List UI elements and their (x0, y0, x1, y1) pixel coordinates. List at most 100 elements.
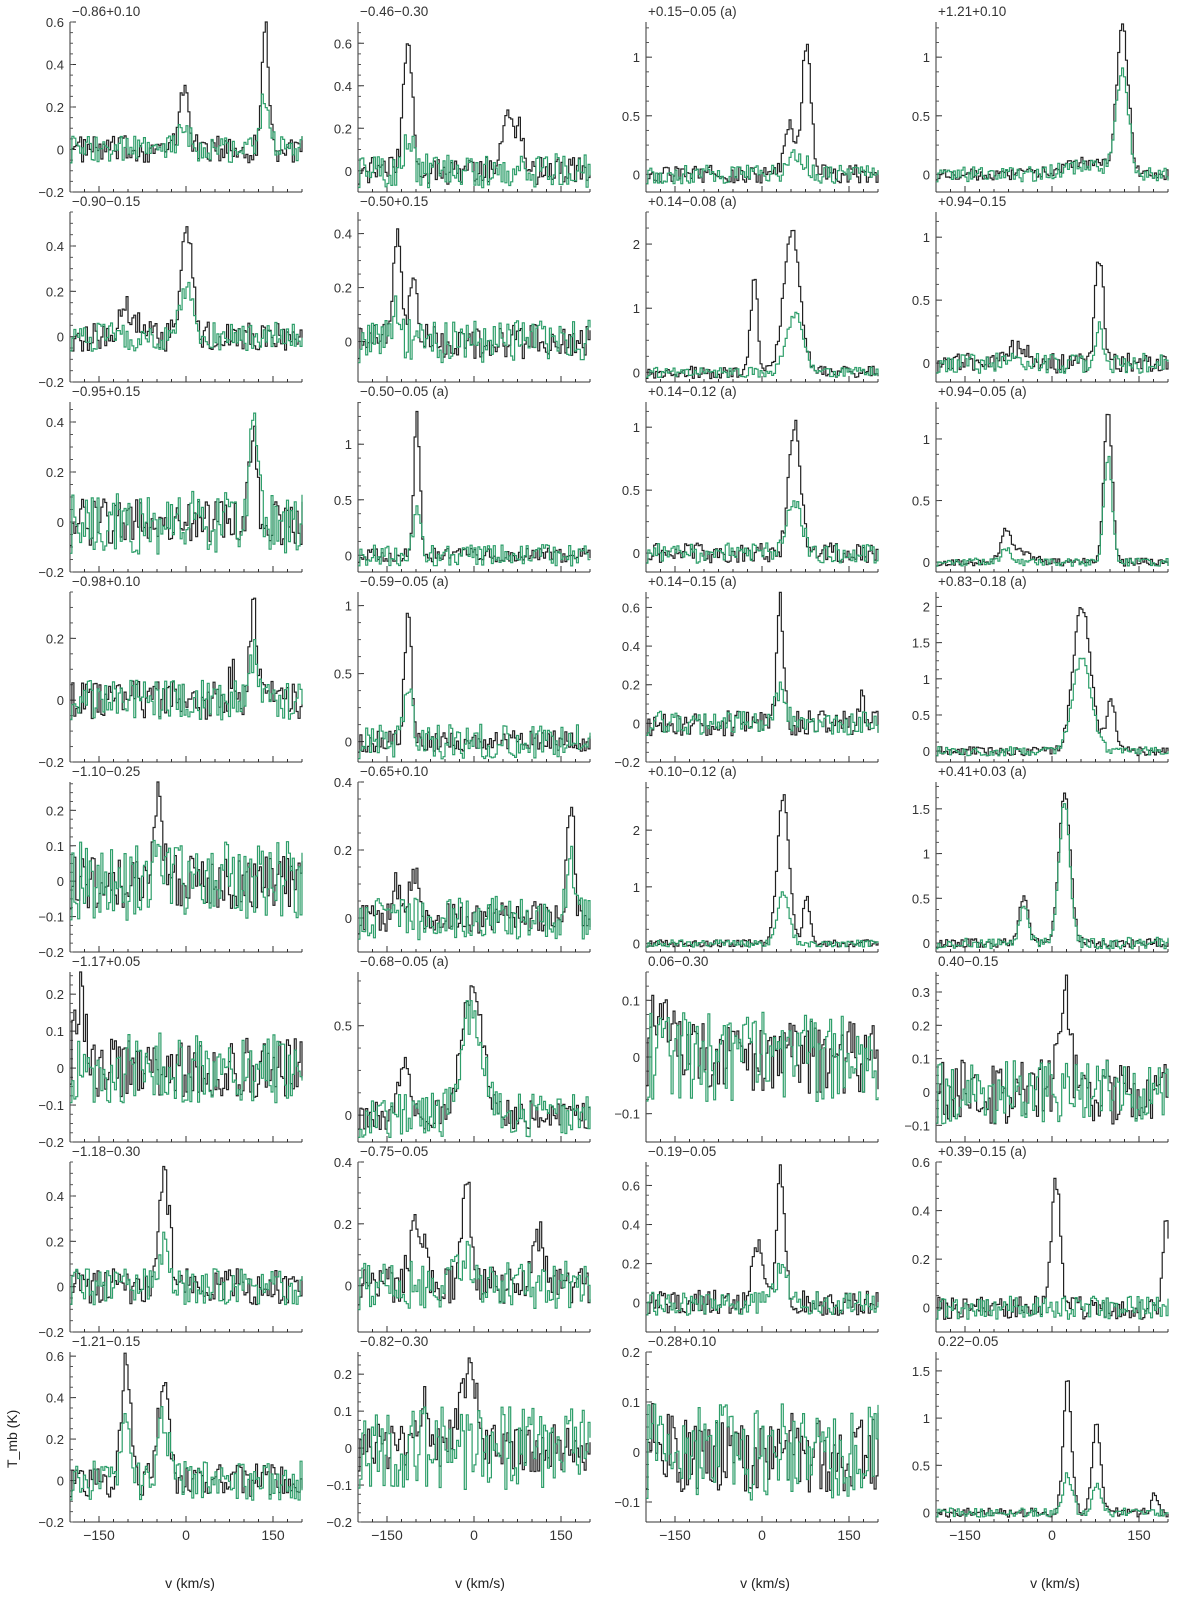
spectrum-panel: −0.2 −0.1 0 0.1 0.2 −150 0 150 −0.82−0.30 (326, 1334, 591, 1543)
black-spectrum-line (936, 607, 1169, 757)
y-tick-label: 0.1 (622, 1395, 640, 1410)
green-spectrum-line (936, 657, 1169, 757)
black-spectrum-line (646, 43, 879, 185)
green-spectrum-line (358, 134, 591, 189)
y-tick-label: 0.4 (334, 775, 352, 790)
y-tick-label: 0.2 (334, 843, 352, 858)
panel-title: −0.28+0.10 (648, 1334, 716, 1349)
y-tick-label: 0.2 (46, 284, 64, 299)
panel-title: +0.14−0.08 (a) (648, 194, 737, 209)
y-tick-label: 0 (57, 1280, 64, 1295)
y-tick-label: −0.2 (38, 1515, 64, 1530)
green-spectrum-line (358, 1000, 591, 1138)
black-spectrum-line (936, 792, 1169, 948)
y-tick-label: 2 (633, 237, 640, 252)
panel-title: −1.18−0.30 (72, 1144, 140, 1159)
spectrum-panel: 0 1 2 +0.10−0.12 (a) (633, 764, 879, 953)
y-tick-label: 0.2 (334, 121, 352, 136)
panel-title: +0.94−0.15 (938, 194, 1006, 209)
y-tick-label: 0 (345, 1279, 352, 1294)
panel-title: +0.14−0.15 (a) (648, 574, 737, 589)
green-spectrum-line (646, 891, 879, 948)
green-spectrum-line (70, 839, 303, 921)
spectrum-panel: 0 0.2 0.4 0.6 −0.46−0.30 (334, 4, 591, 193)
black-spectrum-line (936, 1380, 1169, 1518)
y-tick-label: 1 (923, 672, 930, 687)
y-tick-label: 0 (57, 330, 64, 345)
y-tick-label: 0 (923, 744, 930, 759)
y-tick-label: 1 (633, 301, 640, 316)
green-spectrum-line (70, 93, 303, 164)
y-tick-label: 1 (923, 230, 930, 245)
y-tick-label: 0 (345, 548, 352, 563)
y-tick-label: 0.4 (46, 1189, 64, 1204)
y-tick-label: 0 (345, 1108, 352, 1123)
panel-title: +0.14−0.12 (a) (648, 384, 737, 399)
y-tick-label: 0.5 (912, 891, 930, 906)
y-tick-label: 0.5 (912, 494, 930, 509)
x-axis-label: v (km/s) (455, 1575, 505, 1591)
y-tick-label: 2 (633, 823, 640, 838)
y-tick-label: 0.2 (912, 1252, 930, 1267)
y-tick-label: 0.2 (622, 1345, 640, 1360)
y-tick-label: 0 (923, 167, 930, 182)
y-tick-label: 0.2 (622, 678, 640, 693)
spectrum-panel: −0.2 −0.1 0 0.1 0.2 −1.10−0.25 (38, 764, 303, 960)
black-spectrum-line (936, 413, 1169, 567)
y-tick-label: 0.2 (46, 803, 64, 818)
green-spectrum-line (936, 1060, 1169, 1125)
x-axis-label: v (km/s) (165, 1575, 215, 1591)
y-tick-label: −0.2 (326, 1515, 352, 1530)
y-tick-label: 2 (923, 599, 930, 614)
y-tick-label: 0.4 (622, 639, 640, 654)
spectrum-panel: −0.2 0 0.2 −0.98+0.10 (38, 574, 303, 770)
green-spectrum-line (646, 149, 879, 185)
y-tick-label: 0.4 (334, 1155, 352, 1170)
y-tick-label: 0.2 (46, 987, 64, 1002)
y-tick-label: 0.4 (334, 227, 352, 242)
y-tick-label: 1 (633, 420, 640, 435)
black-spectrum-line (358, 985, 591, 1130)
panel-title: −0.19−0.05 (648, 1144, 716, 1159)
y-tick-label: 1 (345, 437, 352, 452)
panel-title: +0.41+0.03 (a) (938, 764, 1027, 779)
y-tick-label: 0.4 (46, 239, 64, 254)
spectrum-panel: −0.2 0 0.2 0.4 −0.90−0.15 (38, 194, 303, 390)
y-tick-label: 0.3 (912, 985, 930, 1000)
y-tick-label: 1.5 (912, 636, 930, 651)
y-tick-label: −0.2 (614, 755, 640, 770)
x-tick-label: −150 (83, 1527, 115, 1543)
y-tick-label: 0 (57, 1474, 64, 1489)
black-spectrum-line (358, 1181, 591, 1306)
y-tick-label: 0.5 (334, 1019, 352, 1034)
y-tick-label: 0 (345, 164, 352, 179)
y-tick-label: 0 (633, 1445, 640, 1460)
black-spectrum-line (358, 612, 591, 753)
green-spectrum-line (936, 1295, 1169, 1320)
green-spectrum-line (70, 412, 303, 555)
green-spectrum-line (936, 321, 1169, 374)
black-spectrum-line (646, 229, 879, 380)
spectrum-panel: 0 0.5 1 +0.94−0.05 (a) (912, 384, 1169, 573)
panel-title: +0.10−0.12 (a) (648, 764, 737, 779)
spectrum-panel: −0.2 0 0.2 0.4 0.6 −0.86+0.10 (38, 4, 303, 200)
black-spectrum-line (646, 994, 879, 1094)
black-spectrum-line (646, 591, 879, 737)
y-tick-label: 0 (345, 911, 352, 926)
y-tick-label: −0.2 (38, 375, 64, 390)
x-axis-label: v (km/s) (1030, 1575, 1080, 1591)
y-tick-label: 0.4 (912, 1204, 930, 1219)
y-tick-label: 0 (345, 1441, 352, 1456)
x-tick-label: 0 (182, 1527, 190, 1543)
y-tick-label: 0.4 (46, 1391, 64, 1406)
green-spectrum-line (358, 1406, 591, 1490)
y-tick-label: −0.1 (614, 1495, 640, 1510)
black-spectrum-line (936, 23, 1169, 181)
y-tick-label: 1 (633, 880, 640, 895)
spectrum-panel: −0.2 −0.1 0 0.1 0.2 −1.17+0.05 (38, 954, 303, 1150)
x-tick-label: 150 (837, 1527, 861, 1543)
black-spectrum-line (70, 597, 303, 721)
y-tick-label: −0.2 (38, 1325, 64, 1340)
x-tick-label: 0 (470, 1527, 478, 1543)
y-tick-label: 0 (923, 1301, 930, 1316)
